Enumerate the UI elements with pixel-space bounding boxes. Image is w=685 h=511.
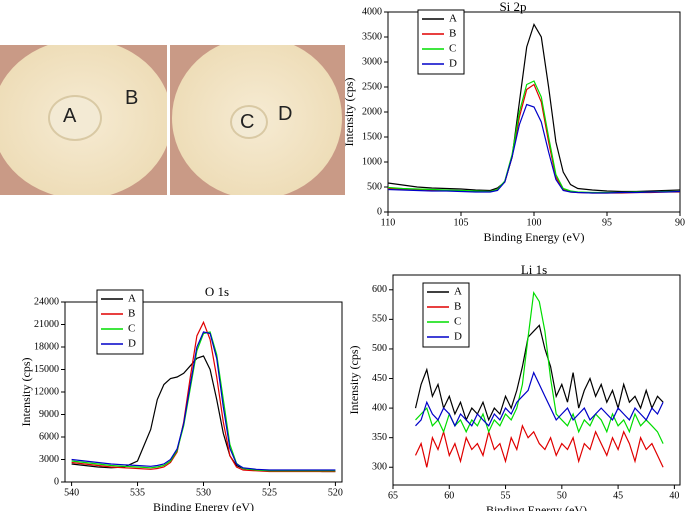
y-tick-label: 350	[372, 432, 387, 443]
y-tick-label: 500	[372, 343, 387, 354]
y-tick-label: 0	[377, 206, 382, 217]
x-tick-label: 540	[64, 487, 79, 498]
legend-label: C	[449, 43, 456, 55]
x-tick-label: 105	[454, 217, 469, 228]
legend-label: D	[454, 331, 462, 343]
y-tick-label: 24000	[34, 296, 59, 307]
series-line	[387, 83, 680, 194]
spot	[48, 95, 102, 141]
series-line	[387, 23, 681, 193]
x-axis-label: Binding Energy (eV)	[483, 230, 584, 244]
legend-label: D	[449, 58, 457, 70]
chart-title: O 1s	[205, 284, 229, 299]
y-tick-label: 12000	[34, 386, 59, 397]
x-tick-label: 530	[196, 487, 211, 498]
y-tick-label: 300	[372, 462, 387, 473]
spot	[230, 105, 268, 139]
chart-title: Si 2p	[499, 0, 526, 14]
x-tick-label: 520	[328, 487, 343, 498]
y-tick-label: 2000	[362, 106, 382, 117]
x-tick-label: 110	[381, 217, 396, 228]
y-tick-label: 9000	[39, 409, 59, 420]
x-tick-label: 60	[444, 490, 454, 501]
y-tick-label: 600	[372, 284, 387, 295]
y-tick-label: 0	[54, 476, 59, 487]
photo-label: D	[278, 103, 293, 125]
y-tick-label: 18000	[34, 341, 59, 352]
series-line	[71, 331, 336, 472]
series-line	[71, 331, 336, 471]
y-tick-label: 550	[372, 314, 387, 325]
y-tick-label: 15000	[34, 364, 59, 375]
series-line	[415, 290, 664, 444]
y-tick-label: 400	[372, 402, 387, 413]
x-tick-label: 40	[669, 490, 679, 501]
legend-label: B	[128, 308, 135, 320]
series-line	[414, 424, 664, 468]
y-tick-label: 6000	[39, 431, 59, 442]
x-tick-label: 90	[675, 217, 685, 228]
y-axis-label: Intensity (cps)	[347, 346, 361, 415]
x-tick-label: 55	[501, 490, 511, 501]
legend-label: D	[128, 338, 136, 350]
legend-label: A	[454, 286, 462, 298]
series-line	[71, 320, 336, 473]
photo-right: C D	[170, 45, 345, 195]
legend-label: A	[449, 13, 457, 25]
y-tick-label: 1500	[362, 131, 382, 142]
series-line	[414, 324, 664, 422]
legend-label: C	[128, 323, 135, 335]
x-tick-label: 95	[602, 217, 612, 228]
y-axis-label: Intensity (cps)	[342, 78, 356, 147]
x-tick-label: 45	[613, 490, 623, 501]
y-tick-label: 21000	[34, 319, 59, 330]
legend-label: A	[128, 293, 136, 305]
photo-left: A B	[0, 45, 167, 195]
x-tick-label: 525	[262, 487, 277, 498]
x-tick-label: 65	[388, 490, 398, 501]
plot-frame	[392, 274, 681, 486]
series-line	[415, 370, 664, 428]
series-line	[387, 103, 681, 194]
legend-label: B	[449, 28, 456, 40]
x-axis-label: Binding Energy (eV)	[486, 503, 587, 511]
y-tick-label: 3500	[362, 31, 382, 42]
photo-label: B	[125, 87, 139, 109]
x-tick-label: 535	[130, 487, 145, 498]
series-line	[387, 80, 680, 194]
legend-label: C	[454, 316, 461, 328]
legend-label: B	[454, 301, 461, 313]
y-tick-label: 500	[367, 181, 382, 192]
y-tick-label: 450	[372, 373, 387, 384]
y-tick-label: 1000	[362, 156, 382, 167]
x-axis-label: Binding Energy (eV)	[153, 500, 254, 511]
photo-label: A	[63, 105, 77, 127]
y-tick-label: 2500	[362, 81, 382, 92]
y-tick-label: 3000	[39, 454, 59, 465]
series-line	[71, 355, 336, 473]
y-tick-label: 4000	[362, 6, 382, 17]
x-tick-label: 50	[557, 490, 567, 501]
photo-label: C	[240, 111, 255, 133]
y-tick-label: 3000	[362, 56, 382, 67]
x-tick-label: 100	[527, 217, 542, 228]
y-axis-label: Intensity (cps)	[19, 358, 33, 427]
chart-title: Li 1s	[521, 262, 547, 277]
